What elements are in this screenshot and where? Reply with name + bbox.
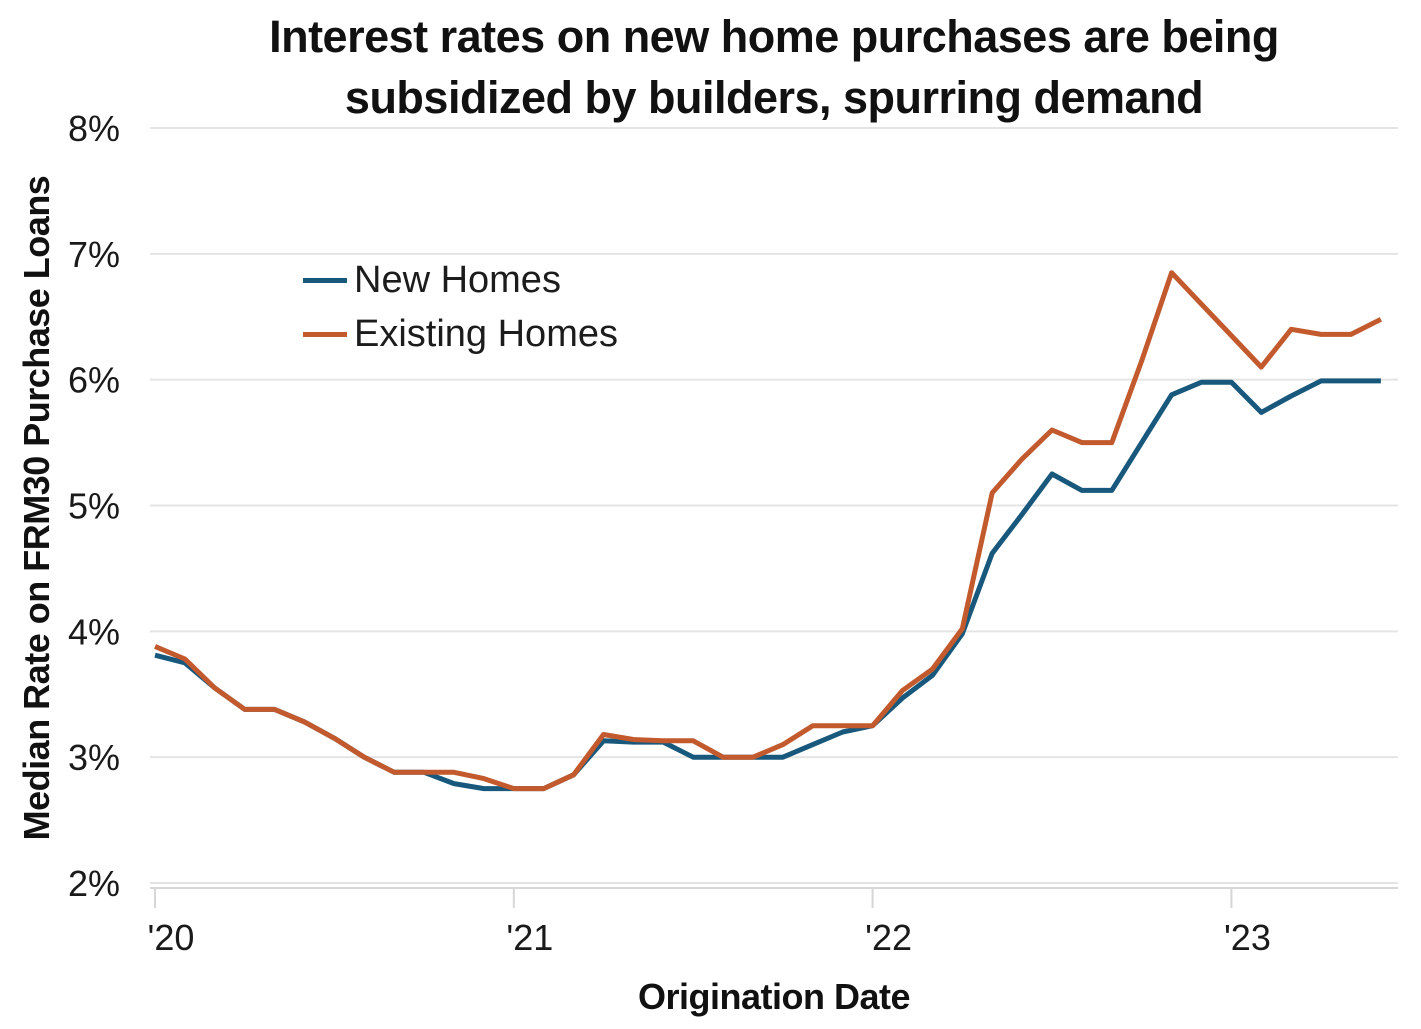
x-tick-label: '20	[148, 917, 195, 958]
y-tick-label: 2%	[68, 863, 120, 904]
chart-title-line1: Interest rates on new home purchases are…	[269, 11, 1279, 62]
y-tick-label: 5%	[68, 486, 120, 527]
x-tick-label: '21	[506, 917, 553, 958]
x-tick-label: '23	[1224, 917, 1271, 958]
legend-swatch	[303, 277, 347, 283]
legend-swatch	[303, 331, 347, 337]
existing-homes-line	[154, 270, 1383, 792]
legend-item: New Homes	[303, 253, 618, 307]
chart-title-line2: subsidized by builders, spurring demand	[344, 72, 1204, 123]
chart-title: Interest rates on new home purchases are…	[150, 6, 1398, 128]
new-homes-line	[154, 378, 1381, 792]
legend-label: New Homes	[354, 258, 561, 301]
x-tick-label: '22	[865, 917, 912, 958]
y-axis-title: Median Rate on FRM30 Purchase Loans	[16, 175, 57, 841]
y-tick-label: 7%	[68, 234, 120, 275]
legend-item: Existing Homes	[303, 307, 618, 361]
x-axis-title: Origination Date	[637, 976, 911, 1017]
legend-label: Existing Homes	[354, 312, 618, 355]
y-tick-label: 3%	[68, 737, 120, 778]
y-tick-label: 8%	[68, 108, 120, 149]
y-tick-label: 6%	[68, 360, 120, 401]
y-tick-label: 4%	[68, 611, 120, 652]
legend: New Homes Existing Homes	[303, 253, 618, 361]
